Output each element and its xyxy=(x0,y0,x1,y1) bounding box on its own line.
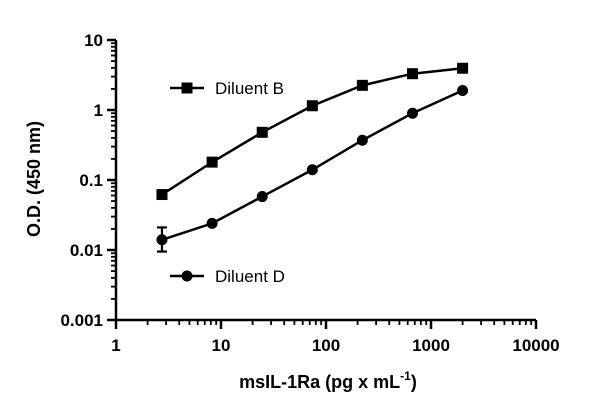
series-square xyxy=(156,62,469,201)
data-point xyxy=(356,134,368,146)
axes: 0.001 0.01 0.1 1 10 1 10 100 1000 10000 xyxy=(60,31,559,355)
x-tick-label: 10000 xyxy=(512,336,559,355)
y-tick-label: 1 xyxy=(94,101,103,120)
data-point xyxy=(457,84,469,96)
x-tick-label: 1 xyxy=(111,336,120,355)
y-axis-title: O.D. (450 nm) xyxy=(24,121,44,237)
legend-entry: Diluent B xyxy=(170,79,284,98)
data-point xyxy=(356,79,368,91)
series-layer xyxy=(156,62,469,253)
data-point xyxy=(457,62,469,74)
data-point xyxy=(306,100,318,112)
x-axis-title-superscript: -1 xyxy=(400,369,411,383)
data-point xyxy=(206,156,218,168)
data-point xyxy=(156,234,168,246)
data-point xyxy=(256,126,268,138)
y-tick-label: 0.001 xyxy=(60,311,103,330)
legend: Diluent B Diluent D xyxy=(170,79,285,286)
series-circle xyxy=(156,84,469,253)
data-point xyxy=(407,107,419,119)
x-axis-title-main: msIL-1Ra (pg x mL xyxy=(239,372,400,392)
data-point xyxy=(206,217,218,229)
legend-entry: Diluent D xyxy=(170,267,285,286)
legend-marker xyxy=(181,270,193,282)
data-point xyxy=(306,164,318,176)
y-tick-label: 10 xyxy=(84,31,103,50)
x-axis-title-suffix: ) xyxy=(411,372,417,392)
data-point xyxy=(407,68,419,80)
legend-marker xyxy=(181,82,193,94)
x-tick-label: 10 xyxy=(212,336,231,355)
legend-label: Diluent D xyxy=(215,267,285,286)
series-line xyxy=(161,66,463,196)
x-axis-title: msIL-1Ra (pg x mL-1) xyxy=(239,369,417,392)
data-point xyxy=(256,191,268,203)
data-point xyxy=(156,189,168,201)
x-tick-label: 100 xyxy=(312,336,340,355)
legend-label: Diluent B xyxy=(215,79,284,98)
x-tick-label: 1000 xyxy=(412,336,450,355)
y-tick-label: 0.1 xyxy=(79,171,103,190)
y-tick-label: 0.01 xyxy=(70,241,103,260)
